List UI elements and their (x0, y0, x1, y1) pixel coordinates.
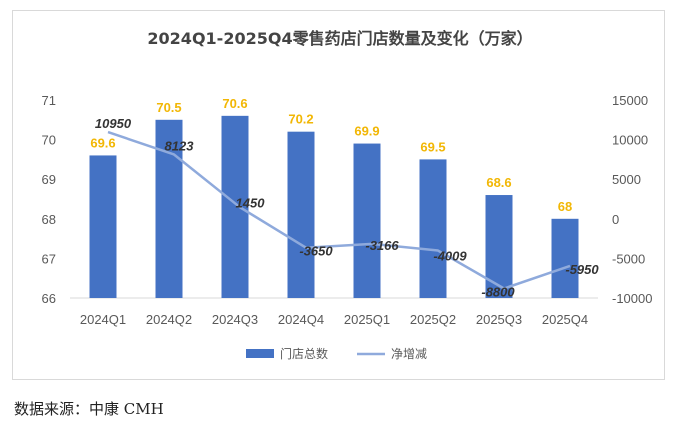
y-right-tick-label: 10000 (612, 133, 648, 148)
y-right-tick-label: 0 (612, 212, 619, 227)
bar-data-label: 68 (558, 199, 572, 214)
y-right-tick-label: 15000 (612, 93, 648, 108)
line-data-label: 10950 (95, 116, 132, 131)
y-left-tick-label: 67 (42, 251, 56, 266)
bar (353, 143, 381, 298)
chart-frame (12, 10, 665, 380)
bar-data-label: 69.6 (90, 135, 115, 150)
legend-bar-label: 门店总数 (280, 346, 328, 361)
bar (485, 195, 513, 298)
x-tick-label: 2025Q2 (410, 312, 456, 327)
x-tick-label: 2024Q2 (146, 312, 192, 327)
x-tick-label: 2025Q1 (344, 312, 390, 327)
bar-data-label: 70.2 (288, 112, 313, 127)
data-labels: 69.6 70.5 70.6 70.2 69.9 69.5 68.6 68 10950 8123 1… (90, 96, 599, 300)
x-tick-label: 2024Q3 (212, 312, 258, 327)
bar (221, 115, 249, 298)
y-right-tick-label: -5000 (612, 251, 645, 266)
bar-data-label: 69.9 (354, 124, 379, 139)
bar-data-label: 69.5 (420, 139, 445, 154)
line-data-label: -3166 (365, 238, 399, 253)
y-left-tick-label: 71 (42, 93, 56, 108)
y-axis-right: 15000 10000 5000 0 -5000 -10000 (612, 93, 652, 306)
bar-data-label: 70.6 (222, 96, 247, 111)
line-data-label: -5950 (565, 262, 599, 277)
line-data-label: 8123 (165, 138, 195, 153)
legend-line-label: 净增减 (391, 347, 427, 361)
x-tick-label: 2025Q3 (476, 312, 522, 327)
y-left-tick-label: 69 (42, 172, 56, 187)
line-series (107, 130, 571, 290)
legend-bar-swatch (246, 349, 274, 358)
x-tick-label: 2025Q4 (542, 312, 588, 327)
chart-title: 2024Q1-2025Q4零售药店门店数量及变化（万家） (147, 29, 532, 48)
bar-series (89, 115, 579, 298)
line-data-label: -8800 (481, 284, 515, 299)
line-data-label: -3650 (299, 244, 333, 259)
y-right-tick-label: -10000 (612, 291, 652, 306)
y-left-tick-label: 68 (42, 212, 56, 227)
y-right-tick-label: 5000 (612, 172, 641, 187)
bar-data-label: 68.6 (486, 175, 511, 190)
legend: 门店总数 净增减 (246, 346, 427, 361)
x-axis: 2024Q1 2024Q2 2024Q3 2024Q4 2025Q1 2025Q2 2025… (70, 297, 598, 327)
y-left-tick-label: 66 (42, 291, 56, 306)
line-data-label: -4009 (433, 249, 467, 264)
bar (287, 131, 315, 298)
source-note: 数据来源：中康 CMH (14, 400, 164, 418)
x-tick-label: 2024Q4 (278, 312, 324, 327)
line-data-label: 1450 (236, 195, 266, 210)
x-tick-label: 2024Q1 (80, 312, 126, 327)
line-path (107, 130, 571, 290)
bar (89, 155, 117, 298)
bar (551, 218, 579, 298)
y-axis-left: 66 67 68 69 70 71 (42, 93, 56, 306)
y-left-tick-label: 70 (42, 133, 56, 148)
bar-data-label: 70.5 (156, 100, 181, 115)
bar (419, 159, 447, 298)
